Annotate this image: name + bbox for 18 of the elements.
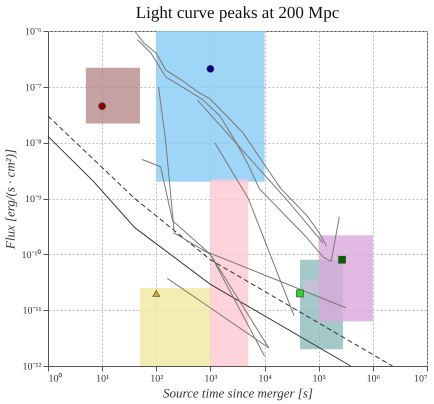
x-tick-label: 10⁵ xyxy=(312,374,326,384)
x-axis-title: Source time since merger [s] xyxy=(163,386,313,400)
y-tick-label: 10⁻¹¹ xyxy=(22,306,42,317)
x-tick-label: 10¹ xyxy=(96,374,110,384)
y-tick-label: 10⁻⁷ xyxy=(25,82,42,94)
x-tick-label: 10⁷ xyxy=(414,374,428,384)
y-axis-title: Flux [erg/(s · cm²)] xyxy=(2,148,18,250)
chart-title: Light curve peaks at 200 Mpc xyxy=(136,3,340,22)
y-tick-label: 10⁻⁸ xyxy=(25,138,42,150)
y-tick-label: 10⁻⁹ xyxy=(25,194,42,205)
x-tick-label: 10⁶ xyxy=(366,374,381,384)
x-tick-label: 10⁴ xyxy=(258,374,272,384)
y-tick-label: 10⁻¹² xyxy=(22,362,42,372)
x-tick-label: 10² xyxy=(150,374,164,384)
y-tick-label: 10⁻⁶ xyxy=(25,26,42,38)
x-tick-label: 10⁰ xyxy=(48,372,62,384)
y-tick-label: 10⁻¹⁰ xyxy=(22,248,42,261)
x-tick-label: 10³ xyxy=(204,374,218,384)
